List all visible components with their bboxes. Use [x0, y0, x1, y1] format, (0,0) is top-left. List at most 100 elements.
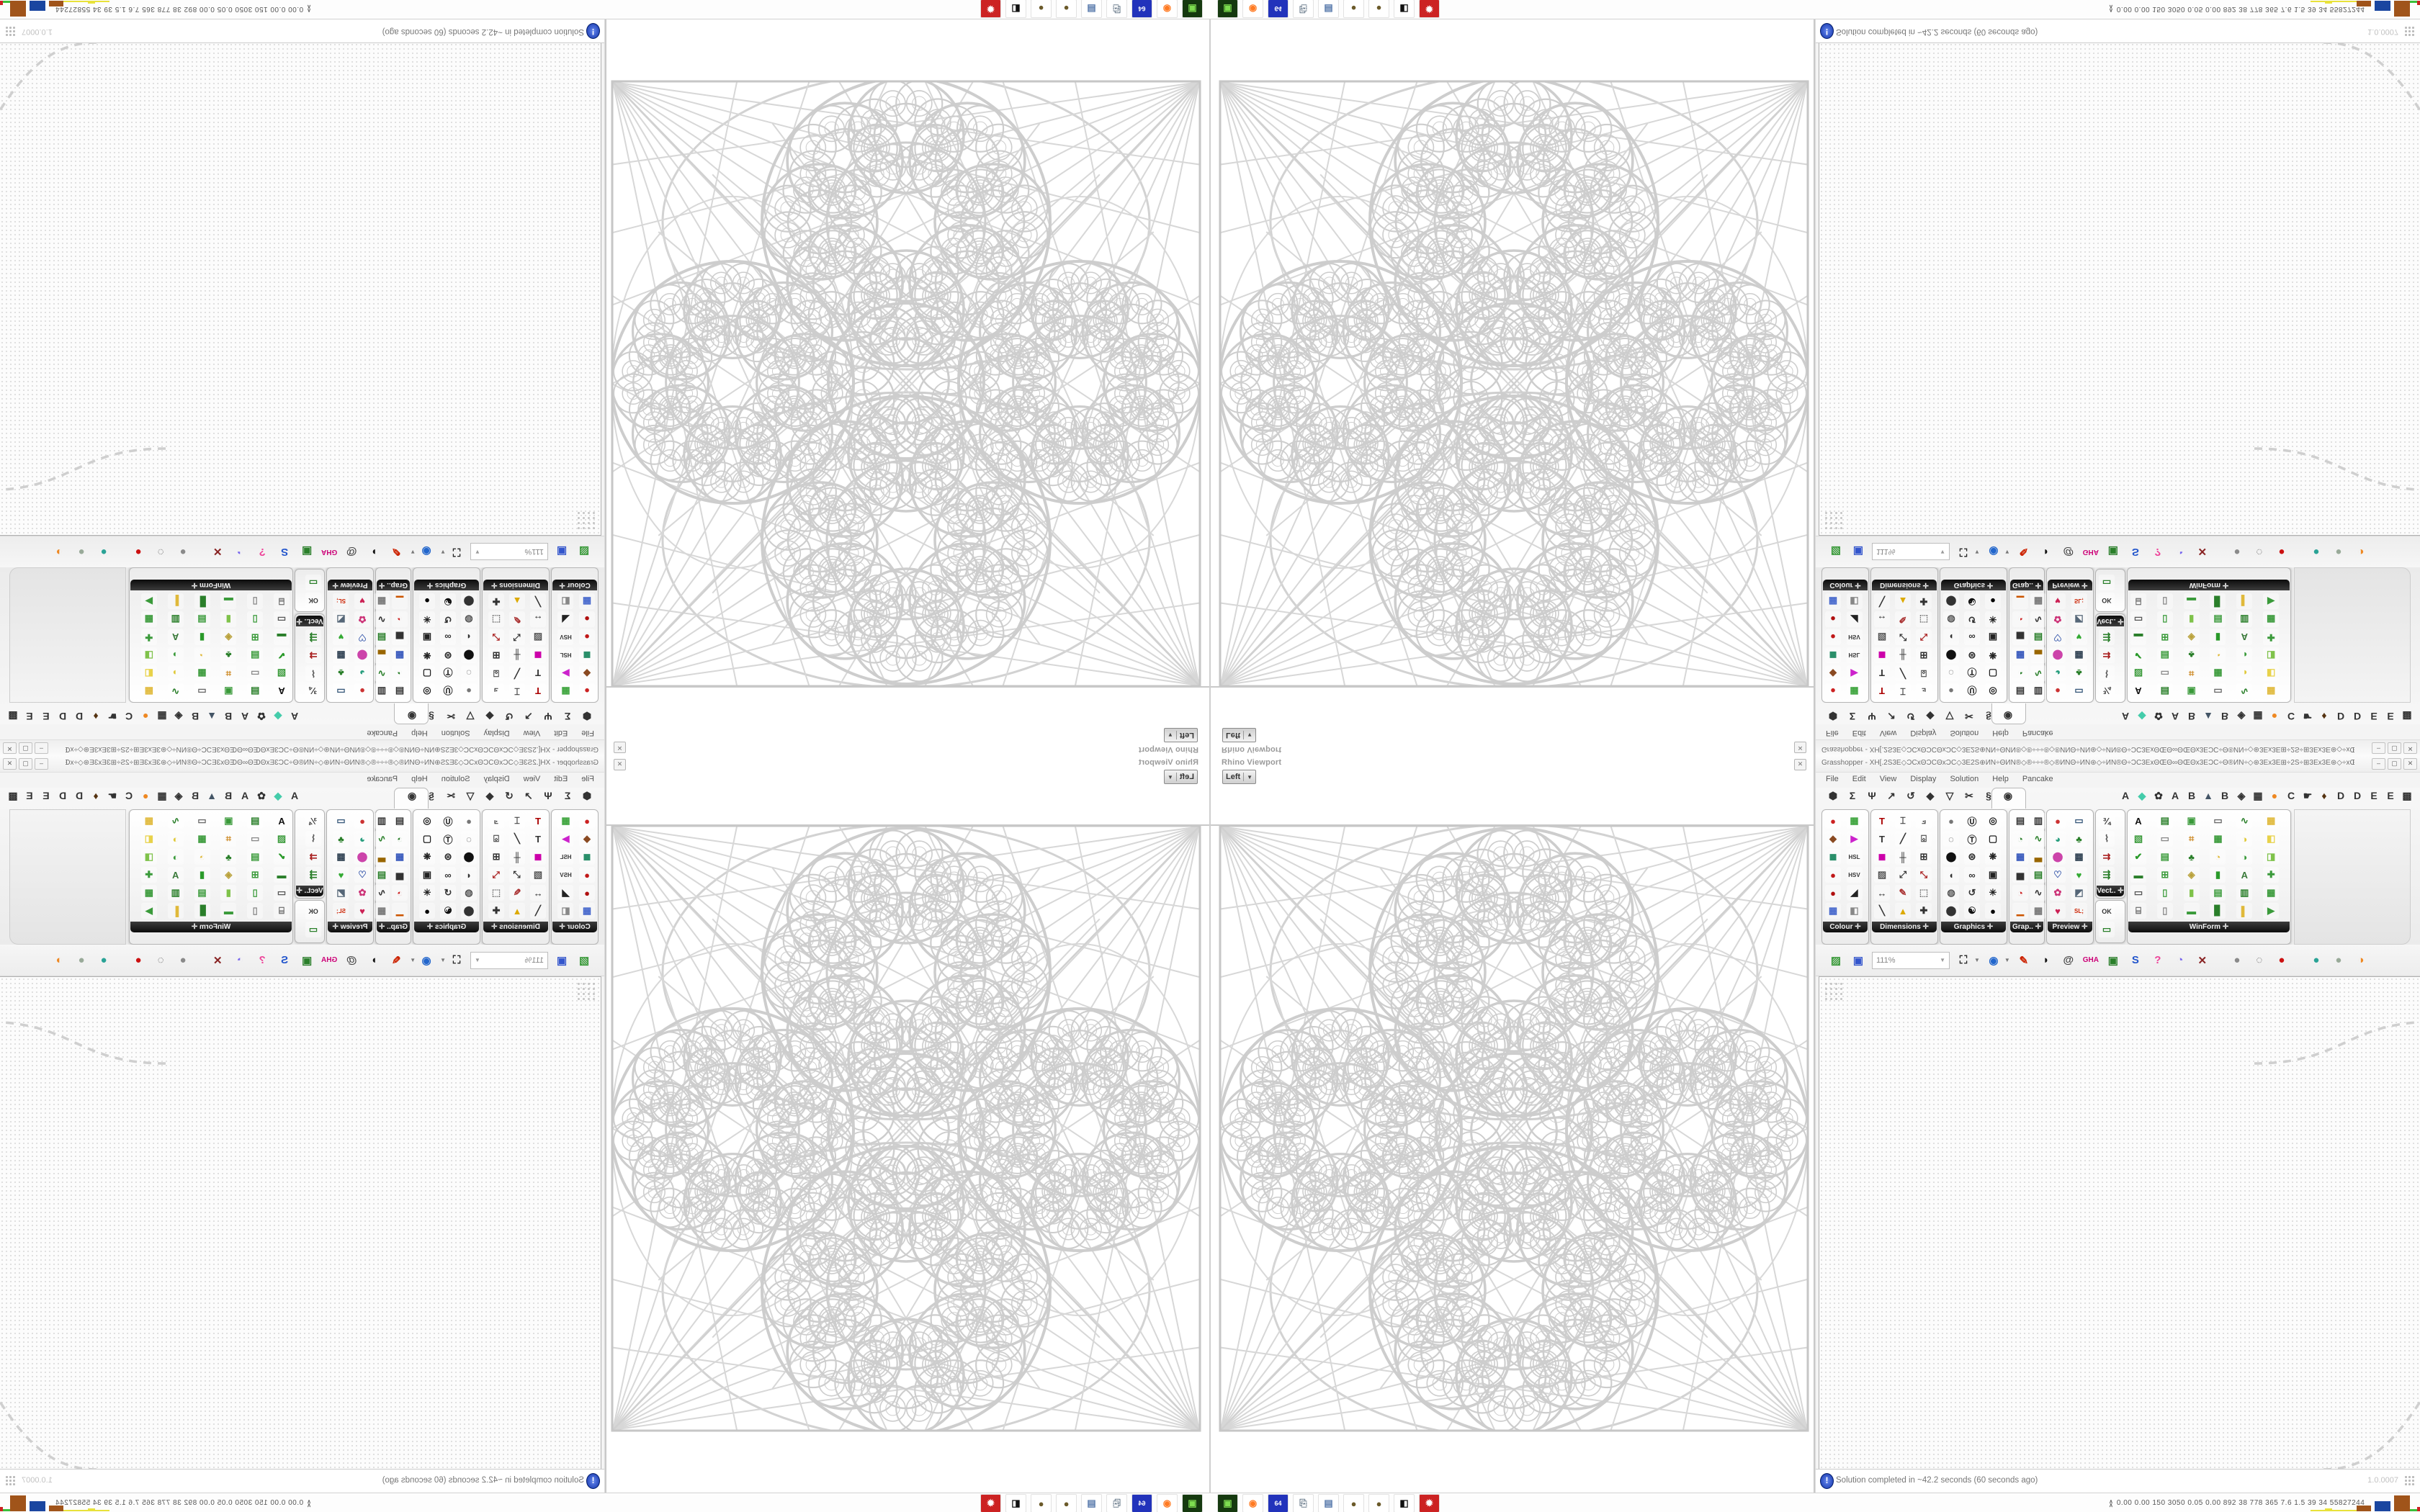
menu-item-pancake[interactable]: Pancake [2022, 775, 2053, 783]
component-icon[interactable]: ▦ [140, 885, 157, 901]
component-icon[interactable]: ▦ [557, 683, 574, 699]
component-icon[interactable]: ● [1825, 683, 1841, 699]
category-tab-20[interactable]: C [125, 711, 133, 722]
component-icon[interactable]: ◼ [579, 849, 595, 865]
resize-grip[interactable] [4, 25, 16, 37]
category-tab-27[interactable]: ▩ [8, 790, 18, 801]
category-tab-4[interactable]: ↺ [1906, 790, 1915, 801]
component-icon[interactable]: ▲ [509, 593, 525, 609]
component-icon[interactable]: ⌶ [509, 683, 525, 699]
menu-item-file[interactable]: File [581, 729, 594, 737]
component-icon[interactable]: ╲ [1874, 593, 1890, 609]
component-icon[interactable]: ⬤ [2050, 849, 2066, 865]
component-icon[interactable]: ▦ [2263, 813, 2280, 829]
component-icon[interactable]: ⌗ [2183, 665, 2200, 681]
category-tab-3[interactable]: ↗ [1887, 711, 1896, 722]
component-icon[interactable]: ⬤ [2050, 647, 2066, 663]
menu-item-help[interactable]: Help [1992, 729, 2009, 737]
wire-sphere-icon[interactable]: ◌ [2256, 954, 2263, 966]
component-icon[interactable]: A [274, 813, 290, 829]
component-icon[interactable]: ∿ [167, 683, 184, 699]
category-tab-25[interactable]: E [42, 790, 50, 801]
component-icon[interactable]: ⌗ [220, 665, 237, 681]
component-icon[interactable]: ⬤ [461, 849, 477, 865]
component-icon[interactable]: ⊜ [1964, 647, 1980, 663]
category-tab-7[interactable]: ✂ [1965, 711, 1973, 722]
component-icon[interactable]: ● [579, 683, 595, 699]
half-sphere-icon[interactable]: ◑ [55, 954, 63, 966]
save-file-icon[interactable]: ▣ [1852, 545, 1864, 558]
category-tab-1[interactable]: Σ [564, 711, 571, 722]
sketch-icon[interactable]: ✎ [391, 954, 401, 967]
terminal-icon[interactable]: ▣ [1217, 0, 1238, 18]
component-icon[interactable]: ▤ [2012, 683, 2028, 699]
component-icon[interactable]: ◑ [167, 831, 184, 847]
component-icon[interactable]: T [1874, 665, 1890, 681]
menu-item-view[interactable]: View [523, 729, 541, 737]
category-tab-6[interactable]: ▽ [466, 711, 475, 722]
resize-grip[interactable] [2404, 1475, 2416, 1487]
component-icon[interactable]: ╲ [530, 593, 546, 609]
category-tab-2[interactable]: Ψ [544, 711, 552, 722]
category-tab-19[interactable]: ● [142, 711, 149, 722]
component-icon[interactable]: A [2130, 813, 2146, 829]
coin-icon[interactable]: ● [1056, 1494, 1077, 1512]
component-icon[interactable]: ◨ [140, 647, 157, 663]
component-icon[interactable]: ♡ [354, 629, 370, 645]
component-icon[interactable]: ◢ [557, 611, 574, 627]
component-icon[interactable]: ∿ [2236, 683, 2253, 699]
component-icon[interactable]: ◔ [392, 885, 408, 901]
category-tab-16[interactable]: B [191, 711, 200, 722]
component-icon[interactable]: Ⓣ [1964, 665, 1980, 681]
component-icon[interactable]: T [530, 665, 546, 681]
wire-sphere-icon[interactable]: ◌ [2256, 546, 2263, 558]
component-icon[interactable]: ▭ [333, 683, 349, 699]
component-icon[interactable]: ◍ [1943, 611, 1959, 627]
component-icon[interactable]: ⊞ [2156, 867, 2173, 883]
component-icon[interactable]: ↺ [440, 885, 456, 901]
component-icon[interactable]: ⬤ [354, 849, 370, 865]
preview-eye-icon[interactable]: ◉ [421, 954, 431, 967]
component-icon[interactable]: ▤ [2030, 629, 2046, 645]
help-box-icon[interactable]: ? [2154, 546, 2161, 558]
component-icon[interactable]: ▃ [374, 647, 390, 663]
palette-label[interactable]: Grap.. ✛ [2010, 922, 2043, 932]
zoom-level-select[interactable]: 111% ▼ [1872, 543, 1950, 561]
component-icon[interactable]: ↔ [1874, 611, 1890, 627]
component-icon[interactable]: ☯ [440, 903, 456, 919]
component-icon[interactable]: ∿ [2030, 665, 2046, 681]
chevron-down-icon[interactable]: ▼ [2004, 957, 2010, 963]
component-icon[interactable]: ◔ [194, 849, 210, 865]
component-icon[interactable]: ◔ [392, 831, 408, 847]
category-tab-10[interactable]: A [290, 790, 299, 801]
category-tab-5[interactable]: ◆ [485, 790, 494, 801]
palette-label[interactable]: Graphics ✛ [1941, 580, 2006, 590]
component-icon[interactable]: ◔ [392, 665, 408, 681]
firefox-icon[interactable]: ◉ [1242, 0, 1263, 18]
component-icon[interactable]: ⊜ [440, 849, 456, 865]
category-tab-28[interactable]: E [0, 790, 5, 801]
component-icon[interactable]: ▮ [220, 611, 237, 627]
at-icon[interactable]: @ [2063, 954, 2074, 966]
component-icon[interactable]: ▲ [509, 903, 525, 919]
component-icon[interactable]: ▮ [2210, 629, 2226, 645]
component-icon[interactable]: ▬ [220, 903, 237, 919]
category-tab-24[interactable]: D [2353, 711, 2362, 722]
cross-arrows-icon[interactable]: ✕ [212, 545, 223, 558]
component-icon[interactable]: ♥ [2071, 867, 2087, 883]
teal-sphere-icon[interactable]: ● [100, 954, 107, 966]
category-tab-0[interactable]: ⬢ [582, 711, 592, 722]
component-icon[interactable]: ♡ [2050, 629, 2066, 645]
component-icon[interactable]: ▅ [392, 867, 408, 883]
category-tab-6[interactable]: ▽ [1945, 790, 1954, 801]
component-icon[interactable]: ▭ [2210, 813, 2226, 829]
component-icon[interactable]: ▭ [2130, 885, 2146, 901]
component-icon[interactable]: ▅ [392, 629, 408, 645]
menu-item-solution[interactable]: Solution [441, 729, 470, 737]
component-icon[interactable]: ♥ [333, 629, 349, 645]
component-icon[interactable]: ⇶ [2099, 867, 2115, 883]
category-tab-25[interactable]: E [42, 711, 50, 722]
component-icon[interactable]: ◢ [1846, 611, 1863, 627]
component-icon[interactable]: ∿ [2030, 885, 2046, 901]
close-button[interactable]: ✕ [3, 742, 17, 754]
